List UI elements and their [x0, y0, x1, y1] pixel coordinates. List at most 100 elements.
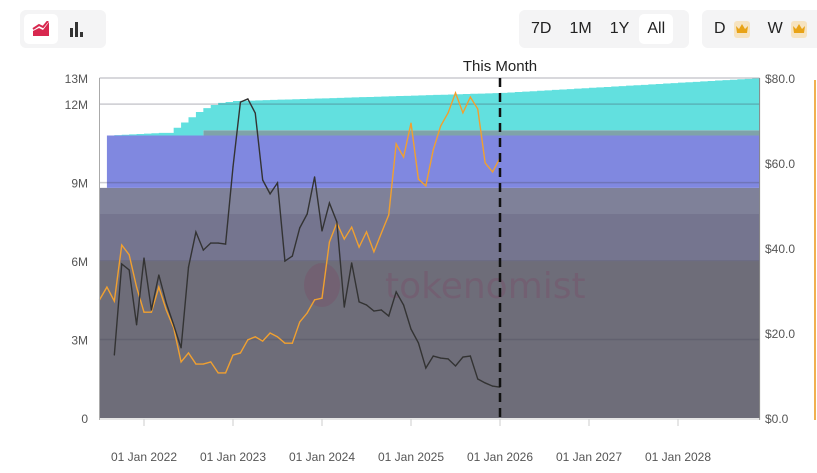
series-1-point [128, 254, 130, 256]
series-2-point [269, 193, 271, 195]
series-1-point [150, 311, 153, 313]
series-2-point [469, 355, 471, 357]
series-1-point [491, 171, 494, 173]
series-1-point [165, 309, 167, 311]
y-right-tick-label: $60.0 [765, 157, 795, 171]
series-2-point [417, 342, 420, 344]
series-2-point [440, 357, 442, 359]
series-2-point [202, 249, 204, 251]
series-1-point [232, 354, 234, 356]
series-2-point [351, 262, 353, 264]
series-2-point [180, 347, 182, 349]
y-left-tick-label: 0 [81, 412, 88, 426]
series-2-point [321, 230, 323, 232]
x-tick-label: 01 Jan 2023 [200, 450, 266, 464]
time-range-selector: 7D 1M 1Y All [519, 10, 689, 48]
x-tick-label: 01 Jan 2028 [645, 450, 711, 464]
series-1-point [247, 339, 249, 341]
series-1-point [454, 92, 457, 94]
range-all-button[interactable]: All [639, 14, 674, 44]
chart-type-toggle [20, 10, 106, 48]
series-1-point [373, 251, 375, 253]
series-1-point [469, 96, 471, 98]
series-2-point [173, 324, 175, 326]
series-2-point [128, 269, 130, 271]
range-1m-button[interactable]: 1M [569, 20, 592, 37]
bar-chart-icon [70, 22, 83, 37]
series-1-point [440, 125, 442, 127]
series-1-point [262, 340, 264, 342]
series-1-point [269, 332, 271, 334]
series-1-point [195, 363, 197, 365]
series-1-point [254, 336, 256, 338]
area-layer-3 [99, 187, 760, 214]
granularity-weekly-label: W [767, 20, 783, 37]
series-lines [98, 90, 501, 388]
area-chart-icon [32, 21, 49, 36]
series-2-point [224, 243, 227, 245]
series-1-point [462, 112, 464, 114]
series-1-point [477, 108, 479, 110]
y-left-tick-label: 12M [65, 98, 88, 112]
series-1-point [343, 238, 345, 240]
series-2-point [328, 202, 331, 204]
series-1-point [410, 122, 412, 124]
area-chart-button[interactable] [24, 14, 58, 44]
series-2-point [306, 213, 308, 215]
series-1-point [425, 185, 427, 187]
series-1-point [291, 342, 293, 344]
granularity-weekly-button[interactable]: W [760, 14, 815, 44]
series-1-point [202, 363, 204, 365]
series-2-point [150, 309, 153, 311]
granularity-daily-button[interactable]: D [706, 14, 758, 44]
series-2-point [380, 309, 382, 311]
series-2-point [432, 355, 434, 357]
series-1-point [432, 149, 434, 151]
series-2-point [313, 176, 316, 178]
series-1-point [239, 352, 242, 354]
series-2-point [217, 242, 219, 244]
watermark-text: tokenomist [385, 266, 586, 307]
series-2-point [358, 301, 360, 303]
crown-icon [733, 20, 750, 38]
series-1-point [210, 361, 212, 363]
y-right-tick-label: $40.0 [765, 242, 795, 256]
series-1-point [447, 112, 449, 114]
series-2-point [425, 367, 427, 369]
series-2-point [143, 257, 145, 259]
range-1y-button[interactable]: 1Y [609, 20, 630, 37]
bar-chart-button[interactable] [60, 14, 94, 44]
series-1-point [299, 321, 301, 323]
series-2-point [454, 365, 457, 367]
series-2-point [247, 98, 249, 100]
series-2-point [388, 315, 390, 317]
series-2-point [462, 356, 464, 358]
series-2-point [254, 112, 256, 114]
series-1-point [180, 361, 182, 363]
series-2-point [477, 378, 479, 380]
series-2-point [187, 266, 190, 268]
series-2-point [447, 358, 449, 360]
gridlines [99, 77, 760, 341]
series-1-point [484, 162, 486, 164]
series-2-point [336, 221, 338, 223]
series-1-point [306, 312, 308, 314]
series-2-point [232, 166, 234, 168]
series-1-point [187, 352, 190, 354]
series-1-point [351, 226, 353, 228]
range-7d-button[interactable]: 7D [531, 20, 552, 37]
series-2-point [210, 242, 212, 244]
area-layer-1 [99, 261, 760, 418]
y-left-tick-label: 6M [71, 255, 88, 269]
series-2-point [365, 304, 368, 306]
crown-icon [790, 20, 807, 38]
series-2-point [410, 328, 412, 330]
series-2-point [402, 304, 405, 306]
series-2-point [195, 231, 197, 233]
granularity-selector: D W [702, 10, 817, 48]
stacked-areas [99, 78, 760, 418]
series-1-point [276, 336, 279, 338]
series-2-point [343, 306, 345, 308]
axes: 0 3M 6M 9M 12M 13M $0.0 $20.0 $40.0 $60.0 $80.0 01 … [65, 72, 796, 464]
